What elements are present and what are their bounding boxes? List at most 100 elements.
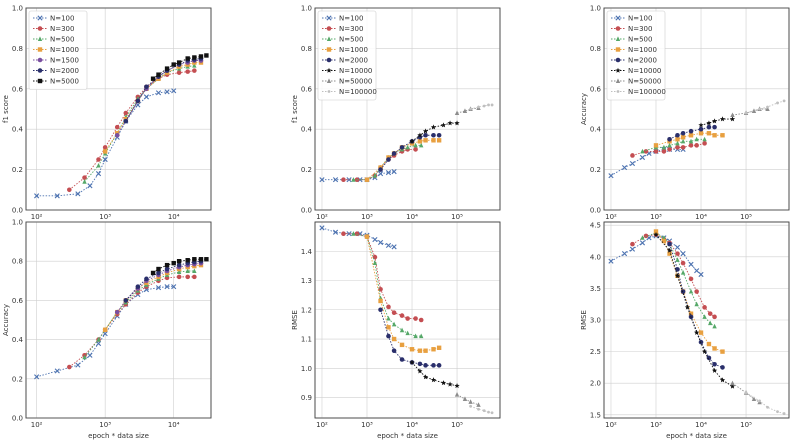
data-point [454, 391, 460, 397]
y-axis-label: RMSE [580, 310, 588, 330]
data-point [87, 183, 93, 189]
data-point [469, 107, 472, 111]
y-tick-label: 0.0 [301, 207, 312, 215]
plot-border [603, 221, 790, 419]
x-tick-label: 10⁵ [740, 421, 752, 429]
data-point [694, 143, 699, 148]
data-point [164, 89, 170, 95]
legend-marker [326, 67, 332, 73]
data-point [54, 368, 60, 374]
data-point [405, 316, 410, 321]
y-tick-label: 4.0 [590, 253, 601, 261]
data-point [75, 191, 81, 197]
y-tick-label: 0.8 [12, 258, 23, 266]
data-point [462, 108, 468, 114]
data-point [430, 377, 437, 383]
y-axis-label: f1 score [291, 95, 299, 123]
data-point [653, 229, 659, 234]
series-line [456, 107, 479, 114]
y-tick-label: 1.2 [301, 306, 312, 314]
data-point [144, 276, 149, 282]
data-point [176, 262, 182, 268]
data-point [378, 298, 383, 304]
data-point [766, 105, 769, 109]
data-point [776, 410, 779, 414]
data-point [667, 251, 672, 256]
data-point [711, 118, 718, 124]
x-tick-label: 10⁵ [451, 421, 463, 429]
y-axis-label: RMSE [291, 310, 299, 330]
data-point [680, 251, 686, 257]
y-tick-label: 2.5 [590, 348, 601, 356]
x-tick-label: 10⁴ [168, 421, 180, 429]
data-point [430, 124, 437, 130]
data-point [423, 348, 428, 353]
data-point [694, 136, 699, 142]
legend-item: N=100 [33, 15, 74, 23]
legend-item: N=100000 [611, 88, 666, 96]
legend-label: N=10000 [339, 67, 372, 75]
series-n-10000 [653, 231, 736, 389]
data-point [399, 327, 405, 333]
data-point [720, 349, 725, 354]
series-n-2000 [378, 307, 442, 368]
data-point [431, 132, 436, 138]
legend-marker [326, 47, 332, 52]
y-tick-label: 1.3 [301, 277, 312, 285]
data-point [667, 241, 672, 247]
data-point [391, 151, 397, 156]
data-point [675, 257, 680, 262]
x-tick-label: 10³ [650, 213, 662, 221]
data-point [482, 409, 486, 413]
data-point [469, 404, 472, 408]
data-point [176, 274, 182, 280]
y-tick-label: 2.0 [590, 380, 601, 388]
legend-marker [615, 26, 621, 31]
data-point [712, 133, 717, 138]
legend-item: N=2000 [611, 57, 657, 65]
y-axis-label: f1 score [2, 95, 10, 123]
data-point [391, 244, 397, 250]
legend-label: N=50000 [628, 78, 661, 86]
data-point [34, 193, 40, 199]
legend-item: N=5000 [33, 78, 79, 86]
data-point [417, 139, 423, 144]
data-point [409, 138, 415, 144]
x-tick-label: 10⁴ [695, 421, 707, 429]
legend-label: N=2000 [50, 67, 79, 75]
data-point [680, 135, 686, 140]
data-point [701, 348, 708, 354]
y-tick-label: 0.6 [12, 297, 24, 305]
data-point [185, 274, 190, 280]
legend-item: N=300 [322, 25, 363, 33]
data-point [776, 101, 779, 105]
data-point [391, 348, 397, 354]
legend-item: N=500 [611, 36, 652, 44]
chart-panel-3: 0.0 0.2 0.4 0.6 0.8 1.0 10² 10³ 10⁴ 10⁵ Accuracy N=… [580, 5, 790, 221]
legend-marker [616, 90, 620, 93]
data-point [319, 177, 325, 183]
x-tick-label: 10⁵ [451, 213, 463, 221]
legend-item: N=500 [322, 36, 363, 44]
legend-box [28, 10, 88, 90]
data-point [372, 236, 378, 243]
data-point [176, 70, 182, 75]
data-point [171, 88, 177, 94]
data-point [661, 235, 667, 240]
data-point [698, 122, 704, 128]
data-point [114, 309, 120, 315]
data-point [391, 336, 397, 342]
data-point [87, 352, 93, 358]
data-point [661, 238, 667, 244]
x-tick-label: 10² [31, 213, 43, 221]
data-point [399, 357, 405, 362]
legend-marker [37, 57, 43, 63]
data-point [706, 341, 712, 347]
data-point [332, 177, 339, 183]
data-point [413, 147, 418, 152]
data-point [409, 347, 415, 352]
data-point [640, 148, 645, 154]
series-line [745, 392, 785, 415]
data-point [378, 167, 383, 172]
